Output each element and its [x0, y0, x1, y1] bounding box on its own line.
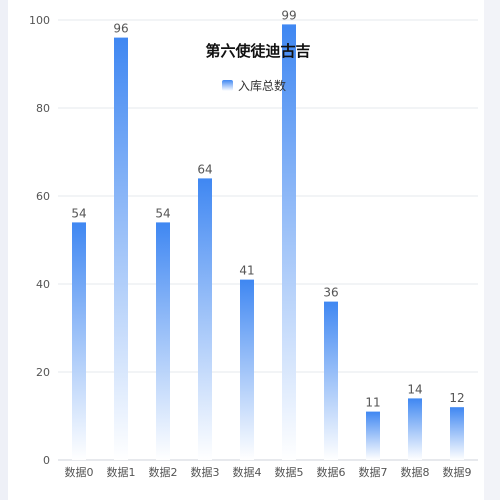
data-label: 14	[407, 382, 422, 396]
data-label: 96	[113, 22, 128, 36]
bar-数据3[interactable]	[198, 178, 212, 460]
y-axis-ticks: 0 20 40 60 80 100	[29, 14, 50, 467]
x-tick-label: 数据2	[149, 465, 178, 479]
x-tick-label: 数据9	[443, 465, 472, 479]
x-axis-ticks: 数据0 数据1 数据2 数据3 数据4 数据5 数据6 数据7 数据8 数据9	[65, 465, 472, 479]
bar-数据6[interactable]	[324, 301, 338, 460]
x-tick-label: 数据5	[275, 465, 304, 479]
x-tick-label: 数据8	[401, 465, 430, 479]
left-strip	[0, 0, 8, 500]
bar-数据2[interactable]	[156, 222, 170, 460]
bar-数据4[interactable]	[240, 279, 254, 460]
data-labels: 54 96 54 64 41 99 36 11 14 12	[71, 8, 464, 409]
bar-数据8[interactable]	[408, 398, 422, 460]
y-tick-label: 80	[36, 102, 50, 115]
x-tick-label: 数据6	[317, 465, 346, 479]
data-label: 54	[71, 206, 86, 220]
x-tick-label: 数据3	[191, 465, 220, 479]
legend-label: 入库总数	[238, 78, 286, 93]
data-label: 12	[449, 391, 464, 405]
bar-数据1[interactable]	[114, 37, 128, 460]
x-tick-label: 数据7	[359, 465, 388, 479]
bar-数据5[interactable]	[282, 24, 296, 461]
y-tick-label: 100	[29, 14, 50, 27]
bar-数据9[interactable]	[450, 407, 464, 460]
legend-swatch	[222, 80, 233, 91]
legend[interactable]: 入库总数	[222, 78, 286, 93]
y-tick-label: 60	[36, 190, 50, 203]
x-tick-label: 数据1	[107, 465, 136, 479]
bar-数据7[interactable]	[366, 411, 380, 460]
data-label: 36	[323, 286, 338, 300]
data-label: 99	[281, 8, 296, 22]
data-label: 54	[155, 206, 170, 220]
bars	[72, 24, 464, 461]
y-tick-label: 40	[36, 278, 50, 291]
y-tick-label: 20	[36, 366, 50, 379]
data-label: 11	[365, 396, 380, 410]
data-label: 64	[197, 162, 212, 176]
x-tick-label: 数据4	[233, 465, 262, 479]
data-label: 41	[239, 264, 254, 278]
chart-title: 第六使徒迪古吉	[205, 42, 310, 60]
bar-数据0[interactable]	[72, 222, 86, 460]
y-tick-label: 0	[43, 454, 50, 467]
x-tick-label: 数据0	[65, 465, 94, 479]
